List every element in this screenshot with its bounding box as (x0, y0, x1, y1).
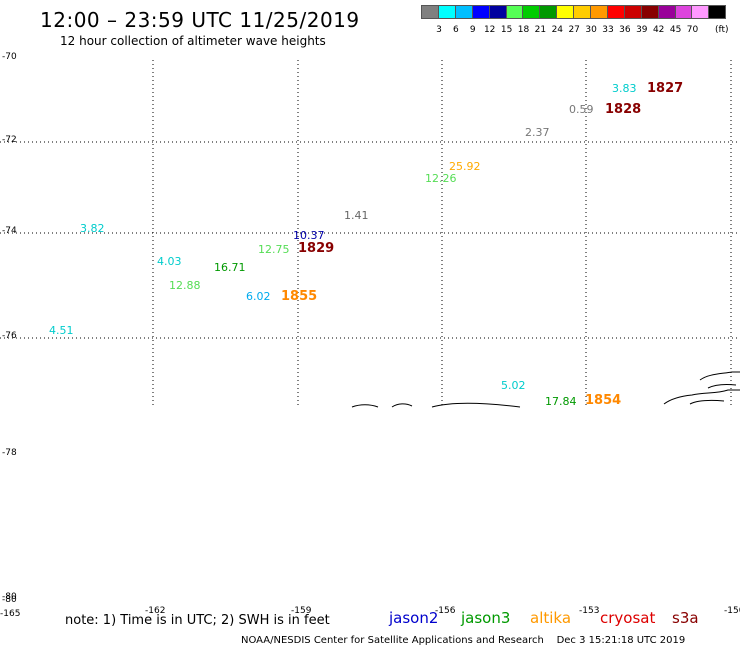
pass-time-label: 1854 (585, 393, 622, 408)
legend-label: 39 (636, 25, 648, 35)
legend-label: 33 (602, 25, 614, 35)
pass-time-label: 1828 (605, 102, 642, 117)
lat-label: -72 (2, 135, 17, 145)
coastline-segment (431, 402, 521, 408)
swh-observation: 3.82 (80, 222, 105, 235)
satellite-key-jason2: jason2 (389, 609, 439, 627)
swh-observation: 4.51 (49, 324, 74, 337)
swh-observation: 12.26 (425, 172, 457, 185)
satellite-key-cryosat: cryosat (600, 609, 656, 627)
satellite-key-altika: altika (530, 609, 572, 627)
swh-observation: 12.75 (258, 243, 290, 256)
graticule (0, 60, 740, 406)
map-subtitle: 12 hour collection of altimeter wave hei… (60, 34, 326, 48)
legend-label: 36 (619, 25, 631, 35)
legend-label: 15 (500, 25, 513, 35)
swh-observation: 25.92 (449, 160, 481, 173)
swh-observation: 5.02 (501, 379, 526, 392)
legend-label: 6 (453, 25, 459, 35)
swh-observation: 17.84 (545, 395, 577, 408)
legend-label: 27 (568, 25, 580, 35)
legend-label: 70 (686, 25, 699, 35)
swh-observation: 12.88 (169, 279, 201, 292)
lat-label: -76 (2, 331, 17, 341)
lon-label: -159 (291, 606, 312, 616)
swh-observation: 3.83 (612, 82, 637, 95)
pass-time-label: 1827 (647, 81, 684, 96)
coastline-segment (689, 399, 725, 405)
swh-observation: 16.71 (214, 261, 246, 274)
legend-label: 42 (652, 25, 665, 35)
coastline-segment (699, 371, 740, 381)
legend-swatch (708, 5, 727, 19)
swh-observation: 2.37 (525, 126, 550, 139)
coastline-segment (351, 404, 379, 408)
legend-label: 24 (551, 25, 564, 35)
lat-label: -70 (2, 52, 17, 62)
footer-credit: NOAA/NESDIS Center for Satellite Applica… (241, 636, 685, 646)
legend-label: 18 (517, 25, 530, 35)
swh-observation: 10.37 (293, 229, 325, 242)
satellite-key-s3a: s3a (672, 609, 699, 627)
lon-label: -153 (579, 606, 600, 616)
lon-label: -165 (0, 609, 21, 619)
lon-label: -162 (145, 606, 166, 616)
footer-note: note: 1) Time is in UTC; 2) SWH is in fe… (65, 613, 330, 628)
coastline-segment (663, 389, 740, 405)
swh-observation: 6.02 (246, 290, 271, 303)
legend-label: 30 (585, 25, 597, 35)
lon-label: -156 (435, 606, 456, 616)
lat-label: -80 (2, 592, 17, 602)
pass-time-label: 1829 (298, 241, 335, 256)
swh-observation: 4.03 (157, 255, 182, 268)
credit-text: NOAA/NESDIS Center for Satellite Applica… (241, 635, 544, 646)
swh-observation: 0.59 (569, 103, 594, 116)
legend-label: 9 (469, 25, 476, 35)
lat-label: -78 (2, 448, 17, 458)
satellite-key-jason3: jason3 (461, 609, 511, 627)
credit-date: Dec 3 15:21:18 UTC 2019 (556, 635, 686, 646)
lat-label: -80 (2, 595, 17, 605)
legend-label: 21 (534, 25, 547, 35)
lat-label: -74 (2, 226, 17, 236)
coastline-segment (707, 383, 737, 389)
legend-label: 45 (669, 25, 682, 35)
legend-label: 3 (436, 25, 442, 35)
lon-label: -150 (724, 606, 740, 616)
coastline-segment (391, 403, 413, 408)
legend-unit: (ft) (715, 25, 729, 35)
swh-observation: 1.41 (344, 209, 369, 222)
legend-label: 12 (483, 25, 496, 35)
coastline (351, 371, 740, 408)
map-title: 12:00 – 23:59 UTC 11/25/2019 (40, 8, 360, 32)
pass-time-label: 1855 (281, 289, 318, 304)
